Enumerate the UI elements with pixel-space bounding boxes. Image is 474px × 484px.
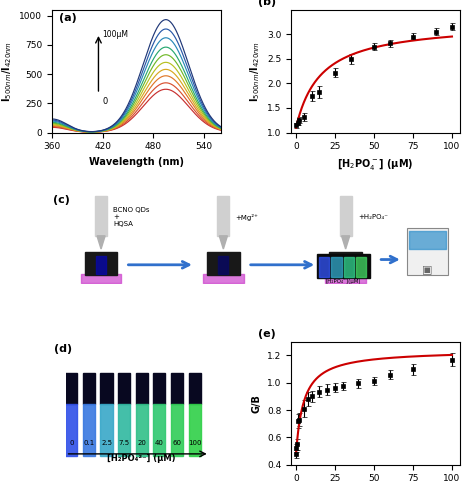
Text: (e): (e) xyxy=(258,329,275,339)
Y-axis label: I$_{500nm}$/I$_{420nm}$: I$_{500nm}$/I$_{420nm}$ xyxy=(248,41,262,102)
Text: +H₂PO₄⁻: +H₂PO₄⁻ xyxy=(358,214,388,220)
Text: [H₂PO₄⁻](μM): [H₂PO₄⁻](μM) xyxy=(326,279,361,284)
Bar xyxy=(319,257,329,277)
Text: (d): (d) xyxy=(54,344,72,354)
Bar xyxy=(407,228,447,275)
Bar xyxy=(329,252,362,275)
X-axis label: [H$_2$PO$_4^-$] (μM): [H$_2$PO$_4^-$] (μM) xyxy=(337,157,414,172)
Text: BCNO QDs
+
HQSA: BCNO QDs + HQSA xyxy=(113,208,150,227)
Text: (b): (b) xyxy=(258,0,276,7)
Bar xyxy=(217,197,229,236)
Bar xyxy=(207,252,240,275)
Bar xyxy=(85,252,118,275)
Text: (a): (a) xyxy=(59,14,77,23)
Bar xyxy=(356,257,366,277)
Bar xyxy=(339,197,352,236)
Polygon shape xyxy=(219,236,228,249)
Y-axis label: I$_{500nm}$/I$_{420nm}$: I$_{500nm}$/I$_{420nm}$ xyxy=(0,41,14,102)
Bar xyxy=(344,257,354,277)
Bar xyxy=(219,256,228,274)
Bar xyxy=(95,197,107,236)
Text: 0: 0 xyxy=(103,97,108,106)
Polygon shape xyxy=(342,236,350,249)
Text: +Mg²⁺: +Mg²⁺ xyxy=(236,214,258,221)
Bar xyxy=(317,254,370,278)
Bar xyxy=(96,256,106,274)
Polygon shape xyxy=(97,236,105,249)
X-axis label: Wavelength (nm): Wavelength (nm) xyxy=(89,157,184,167)
Bar xyxy=(331,257,342,277)
Bar xyxy=(341,256,351,274)
Text: ▣: ▣ xyxy=(422,265,432,275)
Y-axis label: G/B: G/B xyxy=(252,394,262,413)
Text: (c): (c) xyxy=(53,195,69,205)
Text: 100μM: 100μM xyxy=(103,30,128,39)
